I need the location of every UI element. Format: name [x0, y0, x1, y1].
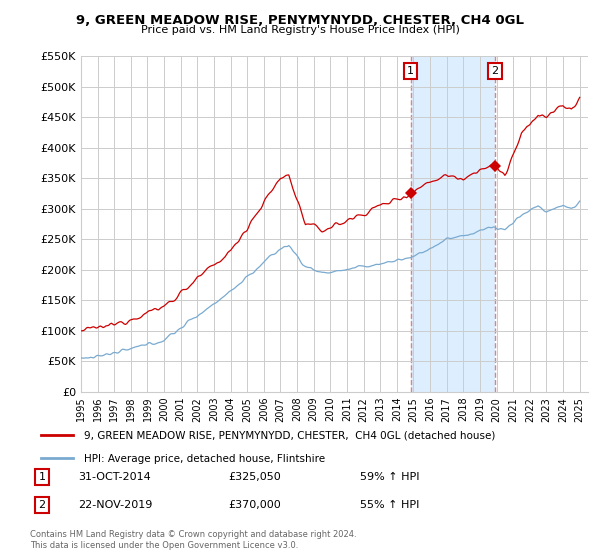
Text: 2: 2 [38, 500, 46, 510]
Text: This data is licensed under the Open Government Licence v3.0.: This data is licensed under the Open Gov… [30, 541, 298, 550]
Text: 9, GREEN MEADOW RISE, PENYMYNYDD, CHESTER,  CH4 0GL (detached house): 9, GREEN MEADOW RISE, PENYMYNYDD, CHESTE… [84, 431, 496, 441]
Text: £370,000: £370,000 [228, 500, 281, 510]
Text: 22-NOV-2019: 22-NOV-2019 [78, 500, 152, 510]
Text: 2: 2 [491, 66, 499, 76]
Text: 59% ↑ HPI: 59% ↑ HPI [360, 472, 419, 482]
Text: HPI: Average price, detached house, Flintshire: HPI: Average price, detached house, Flin… [84, 454, 325, 464]
Text: £325,050: £325,050 [228, 472, 281, 482]
Bar [410, 56, 495, 392]
Text: 1: 1 [407, 66, 414, 76]
Text: 9, GREEN MEADOW RISE, PENYMYNYDD, CHESTER, CH4 0GL: 9, GREEN MEADOW RISE, PENYMYNYDD, CHESTE… [76, 14, 524, 27]
Text: 55% ↑ HPI: 55% ↑ HPI [360, 500, 419, 510]
Text: Price paid vs. HM Land Registry's House Price Index (HPI): Price paid vs. HM Land Registry's House … [140, 25, 460, 35]
Text: 31-OCT-2014: 31-OCT-2014 [78, 472, 151, 482]
Text: Contains HM Land Registry data © Crown copyright and database right 2024.: Contains HM Land Registry data © Crown c… [30, 530, 356, 539]
Text: 1: 1 [38, 472, 46, 482]
